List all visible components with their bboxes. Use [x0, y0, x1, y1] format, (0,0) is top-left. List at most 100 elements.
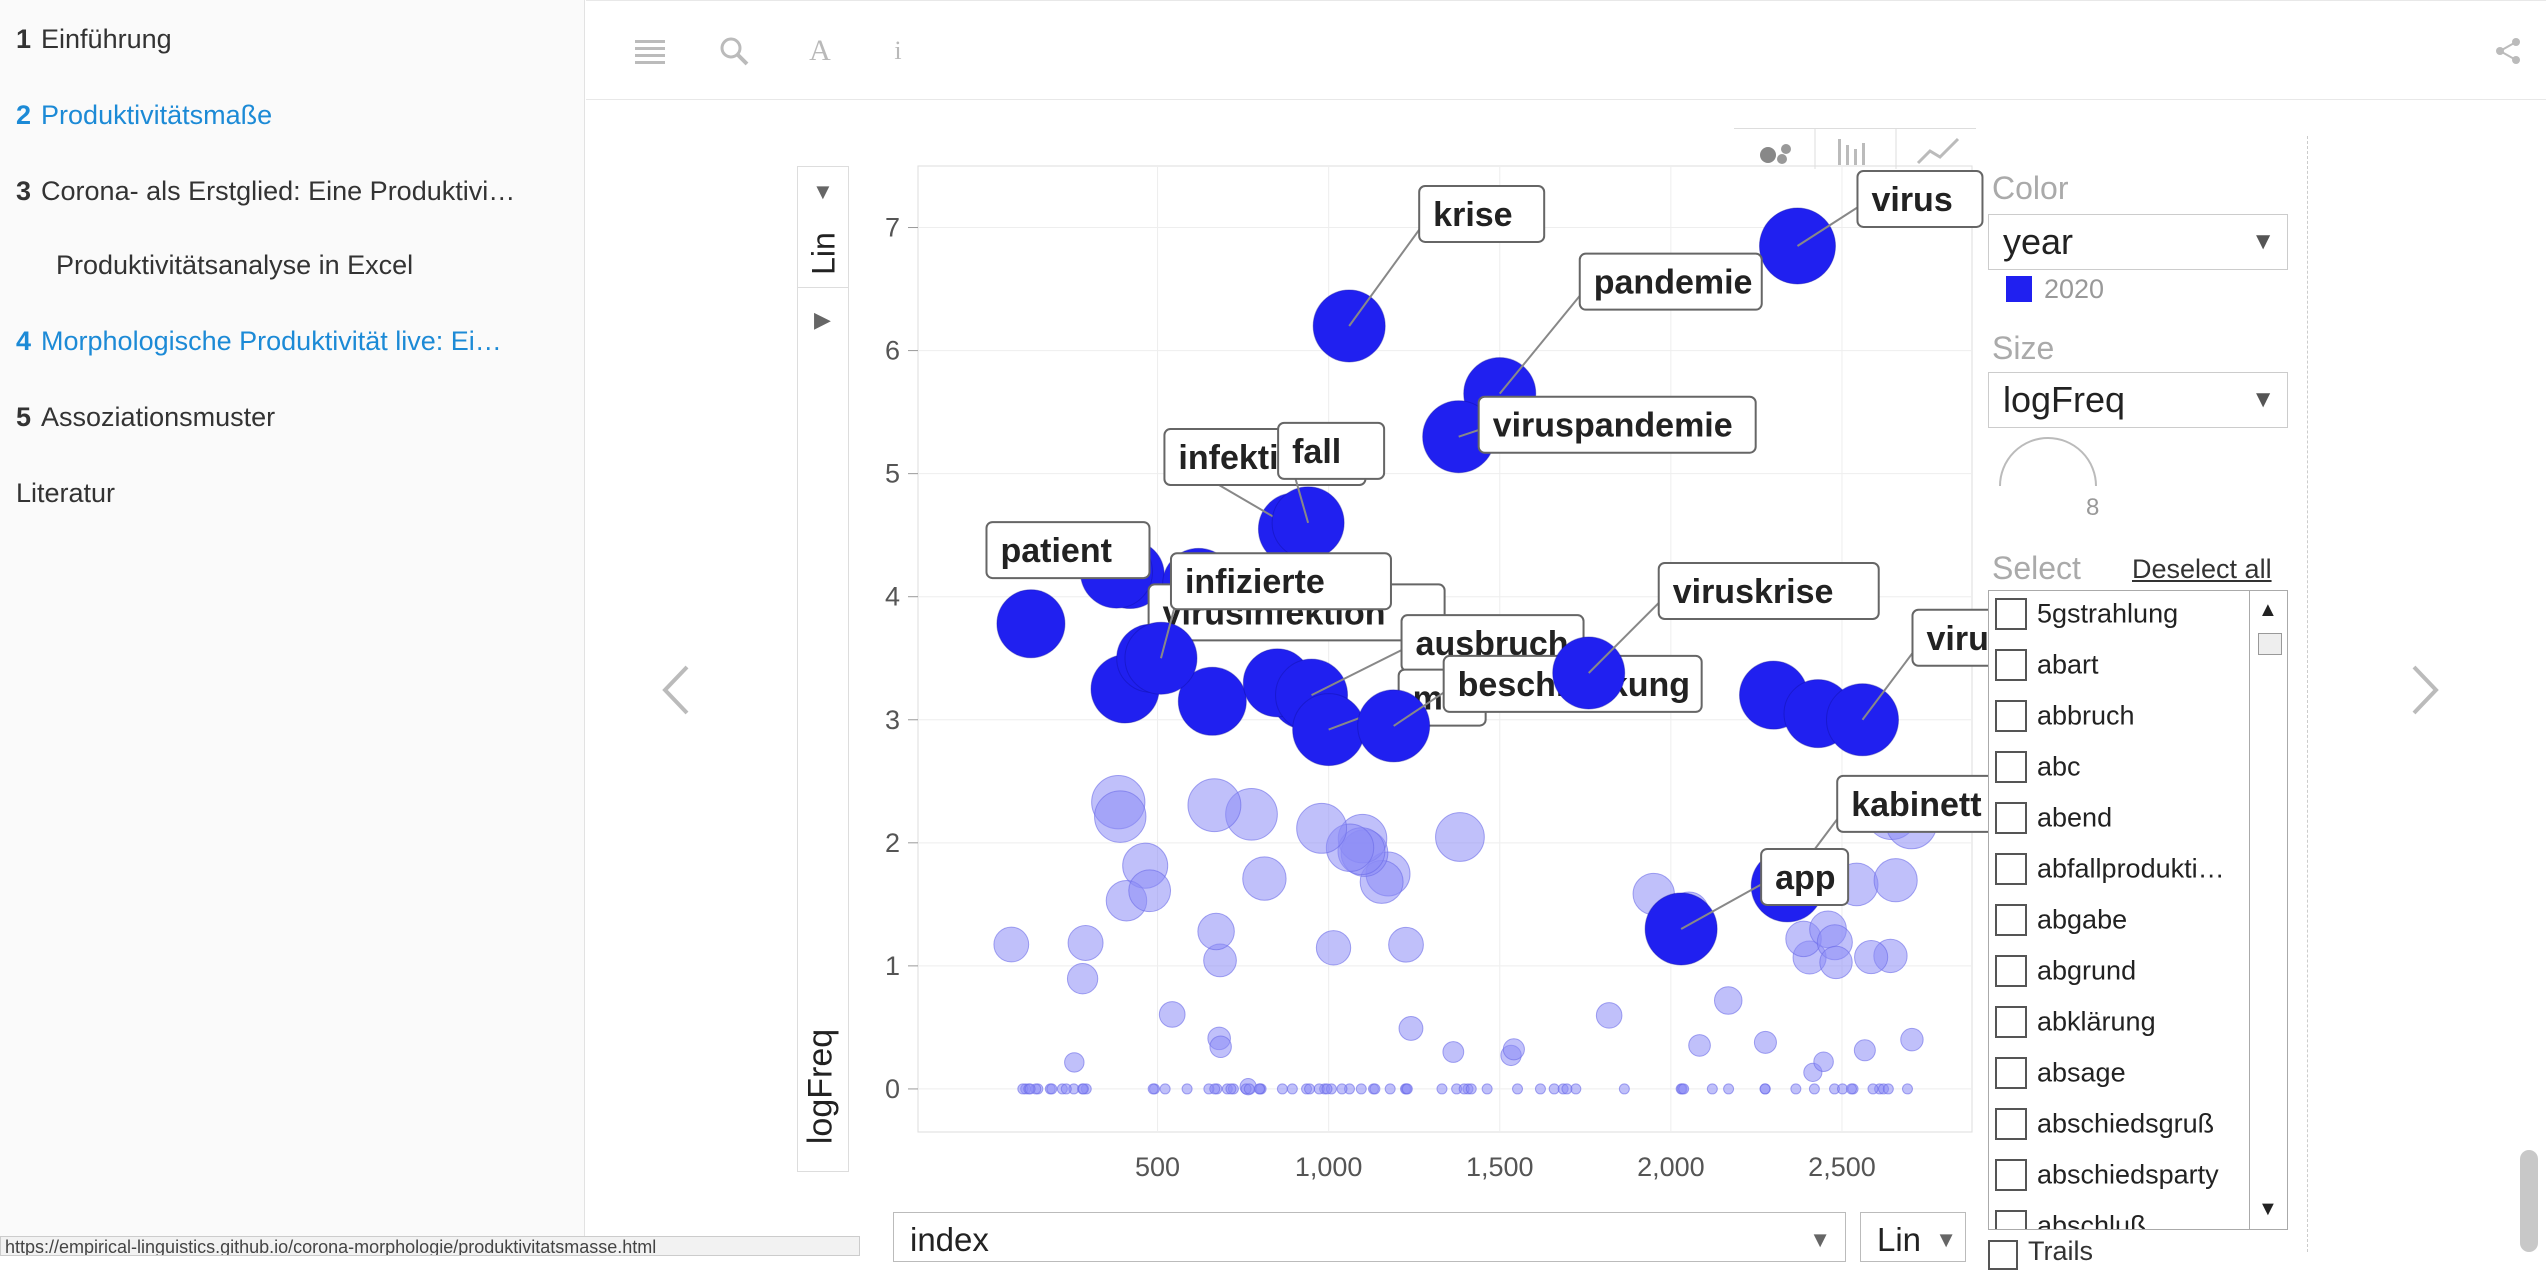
- data-point[interactable]: [1618, 1083, 1630, 1095]
- deselect-all-link[interactable]: Deselect all: [2132, 554, 2272, 584]
- line-chart-icon[interactable]: [1916, 137, 1960, 165]
- scroll-thumb[interactable]: [2258, 633, 2282, 655]
- select-list-item[interactable]: abgabe: [1995, 903, 2127, 953]
- select-list-item[interactable]: abart: [1995, 648, 2099, 698]
- data-point[interactable]: [1435, 812, 1485, 862]
- search-icon[interactable]: [712, 29, 756, 73]
- select-list[interactable]: 5gstrahlung abart abbruch abc abend abfallpro…: [1988, 590, 2288, 1230]
- point-label[interactable]: fall: [1292, 433, 1341, 471]
- data-point[interactable]: [1790, 1083, 1802, 1095]
- data-point[interactable]: [1181, 1083, 1193, 1095]
- point-label[interactable]: patient: [1000, 532, 1111, 570]
- data-point[interactable]: [1066, 963, 1099, 995]
- data-point[interactable]: [1094, 790, 1147, 843]
- data-point[interactable]: [1882, 1083, 1894, 1095]
- data-point[interactable]: [1158, 1001, 1186, 1028]
- checkbox[interactable]: [1995, 597, 2027, 630]
- data-point[interactable]: [1225, 1083, 1237, 1095]
- data-point[interactable]: [1209, 1035, 1232, 1058]
- data-point[interactable]: [1147, 1083, 1159, 1095]
- data-point[interactable]: [1187, 778, 1242, 833]
- data-point[interactable]: [1688, 1034, 1711, 1057]
- checkbox[interactable]: [1995, 903, 2027, 936]
- x-scale-select[interactable]: Lin ▼: [1860, 1212, 1966, 1262]
- data-point[interactable]: [1064, 1052, 1085, 1073]
- data-point[interactable]: [993, 926, 1030, 963]
- data-point[interactable]: [1128, 869, 1172, 913]
- data-point[interactable]: [1502, 1038, 1525, 1061]
- select-list-item[interactable]: abgrund: [1995, 954, 2136, 1004]
- data-point[interactable]: [1242, 856, 1287, 901]
- data-point[interactable]: [1384, 1083, 1396, 1095]
- point-label[interactable]: kabinett: [1851, 786, 1981, 824]
- data-point[interactable]: [1595, 1002, 1623, 1029]
- data-point[interactable]: [1753, 1030, 1777, 1054]
- list-scrollbar[interactable]: ▲ ▼: [2249, 591, 2287, 1229]
- select-list-item[interactable]: absage: [1995, 1056, 2126, 1106]
- select-list-item[interactable]: abschiedsgruß: [1995, 1107, 2214, 1157]
- data-point[interactable]: [1534, 1083, 1546, 1095]
- data-point[interactable]: [1321, 1083, 1333, 1095]
- data-point[interactable]: [1355, 1083, 1367, 1095]
- data-point[interactable]: [1854, 940, 1889, 975]
- data-point[interactable]: [1276, 1083, 1288, 1095]
- point-label[interactable]: virus: [1871, 181, 1952, 219]
- select-list-item[interactable]: abend: [1995, 801, 2112, 851]
- select-list-item[interactable]: abfallprodukti…: [1995, 852, 2225, 902]
- triangle-right-icon[interactable]: ▶: [814, 307, 831, 332]
- select-list-item[interactable]: abc: [1995, 750, 2081, 800]
- data-point[interactable]: [1436, 1083, 1448, 1095]
- data-point[interactable]: [1442, 1041, 1465, 1063]
- data-point[interactable]: [1253, 1083, 1265, 1095]
- data-point[interactable]: [996, 589, 1066, 659]
- next-page-icon[interactable]: [2400, 655, 2450, 725]
- y-scale-toggle[interactable]: ▼ Lin: [798, 167, 848, 288]
- checkbox[interactable]: [1995, 1209, 2027, 1229]
- data-point[interactable]: [1067, 924, 1104, 961]
- data-point[interactable]: [1900, 1027, 1924, 1052]
- data-point[interactable]: [1296, 802, 1348, 854]
- data-point[interactable]: [1060, 1083, 1072, 1095]
- point-label[interactable]: pandemie: [1594, 264, 1753, 302]
- bubbles-chart-icon[interactable]: [1760, 144, 1791, 164]
- data-point[interactable]: [1706, 1083, 1718, 1095]
- font-icon[interactable]: A: [809, 34, 831, 67]
- color-select[interactable]: year ▼: [1988, 214, 2288, 270]
- select-list-item[interactable]: abbruch: [1995, 699, 2135, 749]
- point-label[interactable]: viruskrise: [1673, 573, 1834, 611]
- data-point[interactable]: [1369, 1083, 1381, 1095]
- data-point[interactable]: [1561, 1083, 1573, 1095]
- data-point[interactable]: [1209, 1083, 1221, 1095]
- data-point[interactable]: [1177, 666, 1247, 736]
- checkbox[interactable]: [1995, 1005, 2027, 1038]
- data-point[interactable]: [1401, 1083, 1413, 1095]
- checkbox[interactable]: [1995, 648, 2027, 681]
- data-point[interactable]: [1853, 1039, 1876, 1062]
- share-icon[interactable]: [2486, 29, 2530, 73]
- data-point[interactable]: [1813, 1051, 1834, 1072]
- data-point[interactable]: [1398, 1015, 1424, 1041]
- data-point[interactable]: [1808, 1083, 1820, 1095]
- data-point[interactable]: [1723, 1083, 1735, 1095]
- data-point[interactable]: [1759, 1083, 1771, 1095]
- data-point[interactable]: [1481, 1083, 1493, 1095]
- scroll-down-icon[interactable]: ▼: [2258, 1198, 2278, 1220]
- page-scrollbar[interactable]: [2520, 1150, 2538, 1252]
- data-point[interactable]: [1197, 912, 1235, 951]
- data-point[interactable]: [1024, 1083, 1036, 1095]
- data-point[interactable]: [1465, 1083, 1477, 1095]
- data-point[interactable]: [1243, 1083, 1255, 1095]
- size-slider[interactable]: [1990, 436, 2110, 526]
- data-point[interactable]: [1901, 1083, 1913, 1095]
- checkbox[interactable]: [1995, 750, 2027, 783]
- legend-item[interactable]: 2020: [2044, 274, 2105, 304]
- select-list-item[interactable]: abschiedsparty: [1995, 1158, 2219, 1208]
- data-point[interactable]: [1286, 1083, 1298, 1095]
- point-label[interactable]: viruspandemie: [1493, 407, 1733, 445]
- x-axis-select[interactable]: index ▼: [893, 1212, 1846, 1262]
- scroll-up-icon[interactable]: ▲: [2258, 599, 2278, 621]
- trails-checkbox[interactable]: [1988, 1240, 2018, 1270]
- select-list-item[interactable]: abschluß: [1995, 1209, 2147, 1229]
- data-point[interactable]: [1077, 1083, 1089, 1095]
- point-label[interactable]: infizierte: [1185, 563, 1325, 601]
